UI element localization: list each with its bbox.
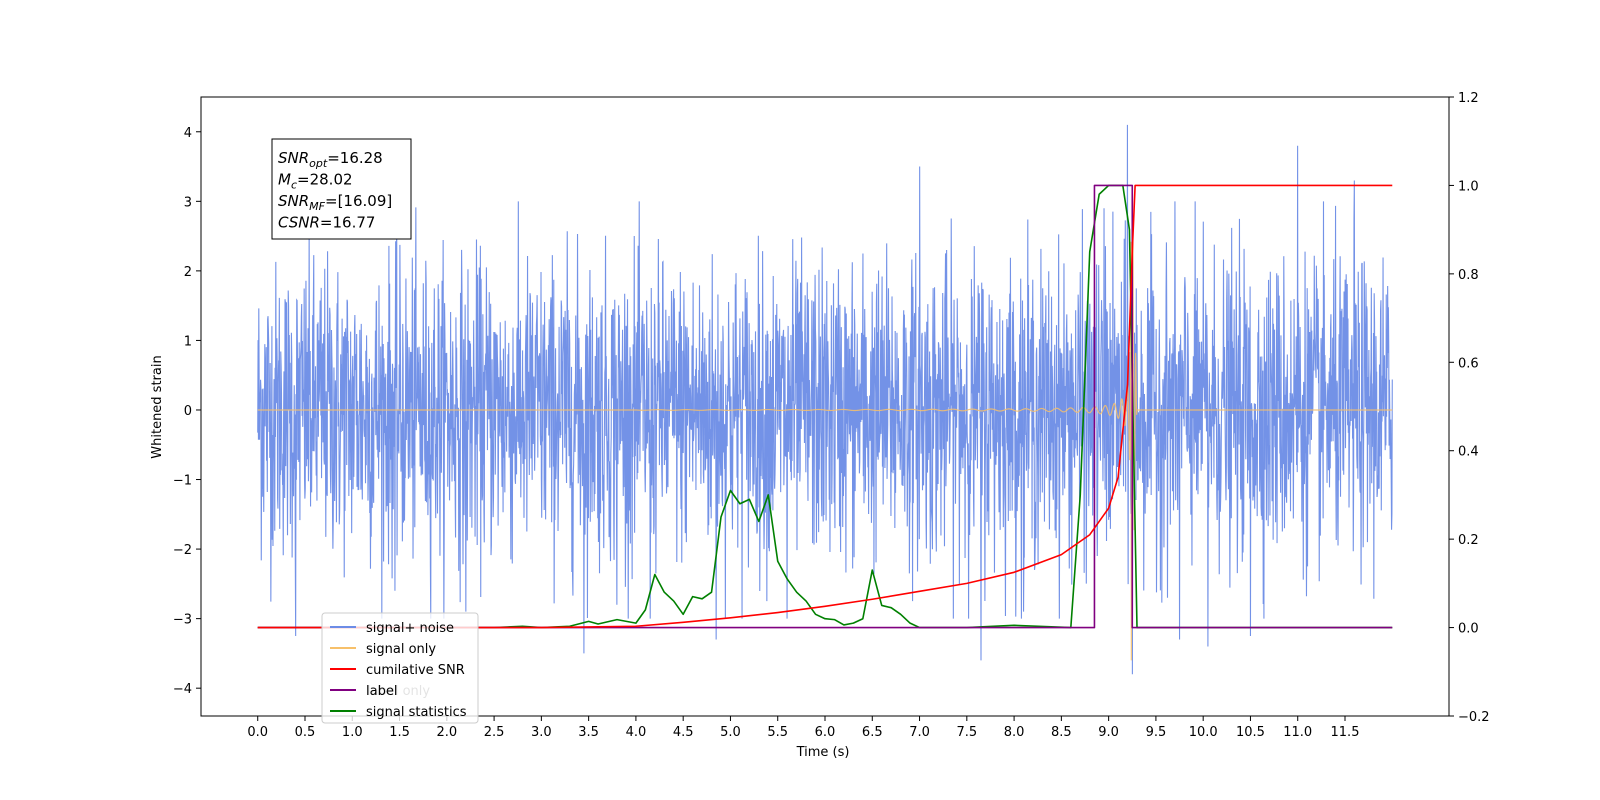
y-left-tick-label: −1 [173,474,192,489]
y-right-tick-label: 0.4 [1458,445,1479,460]
x-tick-label: 8.0 [1004,725,1025,740]
x-tick-label: 10.5 [1236,725,1265,740]
y-left-tick-label: 0 [184,404,192,419]
annotation-line: Mc=28.02 [278,171,353,192]
x-tick-label: 3.0 [531,725,552,740]
legend-label: signal only [366,642,436,657]
x-tick-label: 4.5 [673,725,694,740]
x-tick-label: 11.0 [1283,725,1312,740]
x-axis-label: Time (s) [796,745,850,760]
y-left-tick-label: −2 [173,543,192,558]
series-line-label [257,184,1393,629]
x-tick-label: 5.5 [767,725,788,740]
x-tick-label: 1.0 [342,725,363,740]
x-tick-label: 6.5 [862,725,883,740]
x-tick-label: 7.0 [909,725,930,740]
legend-frame [321,612,479,724]
y-right-tick-label: −0.2 [1458,710,1490,725]
x-tick-label: 0.0 [247,725,268,740]
x-tick-label: 5.0 [720,725,741,740]
annotation-line: CSNR=16.77 [278,214,375,232]
y-right-tick-label: 1.0 [1458,179,1479,194]
x-tick-label: 7.5 [956,725,977,740]
series-line-signal-statistics [257,184,1393,629]
y-right-tick-label: 0.8 [1458,268,1479,283]
y-left-tick-label: 1 [184,334,192,349]
y-left-tick-label: 3 [184,195,192,210]
y-right-tick-label: 0.6 [1458,356,1479,371]
x-tick-label: 3.5 [578,725,599,740]
y-right-tick-label: 1.2 [1458,91,1479,106]
x-tick-label: 1.5 [389,725,410,740]
legend-label: label [366,684,397,699]
series-layer [257,124,1393,675]
legend-label: signal+ noise [366,621,454,636]
y-right-tick-label: 0.0 [1458,622,1479,637]
series-line-cumulative-snr [257,184,1393,629]
series-line-signal-noise [257,124,1393,675]
y-axis-left-label: Whitened strain [150,355,165,458]
legend-label: cumilative SNR [366,663,465,678]
x-tick-label: 8.5 [1051,725,1072,740]
x-axis: 0.0 0.5 1.0 1.5 2.0 2.5 3.0 3.5 4.0 4.5 5.0 5.5 6.0 6… [247,716,1359,740]
legend-label: signal statistics [366,705,467,720]
y-axis-left: 4 3 2 1 0 −1 −2 −3 −4 [173,126,201,697]
series-line-signal-only [257,224,1393,661]
annotation-line: SNRMF=[16.09] [278,192,392,213]
x-tick-label: 9.5 [1146,725,1167,740]
x-tick-label: 9.0 [1098,725,1119,740]
y-left-tick-label: 2 [184,265,192,280]
x-tick-label: 4.0 [626,725,647,740]
x-tick-label: 10.0 [1189,725,1218,740]
y-left-tick-label: 4 [184,126,192,141]
x-tick-label: 6.0 [815,725,836,740]
stats-annotation-box: SNRopt=16.28Mc=28.02SNRMF=[16.09]CSNR=16… [271,138,412,240]
annotation-line: SNRopt=16.28 [278,149,383,170]
y-left-tick-label: −3 [173,613,192,628]
annotation-frame [271,138,412,240]
y-right-tick-label: 0.2 [1458,533,1479,548]
y-left-tick-label: −4 [173,682,192,697]
y-axis-right: 1.2 1.0 0.8 0.6 0.4 0.2 0.0 −0.2 [1449,91,1490,725]
x-tick-label: 2.5 [484,725,505,740]
x-tick-label: 2.0 [436,725,457,740]
x-tick-label: 11.5 [1331,725,1360,740]
x-tick-label: 0.5 [295,725,316,740]
